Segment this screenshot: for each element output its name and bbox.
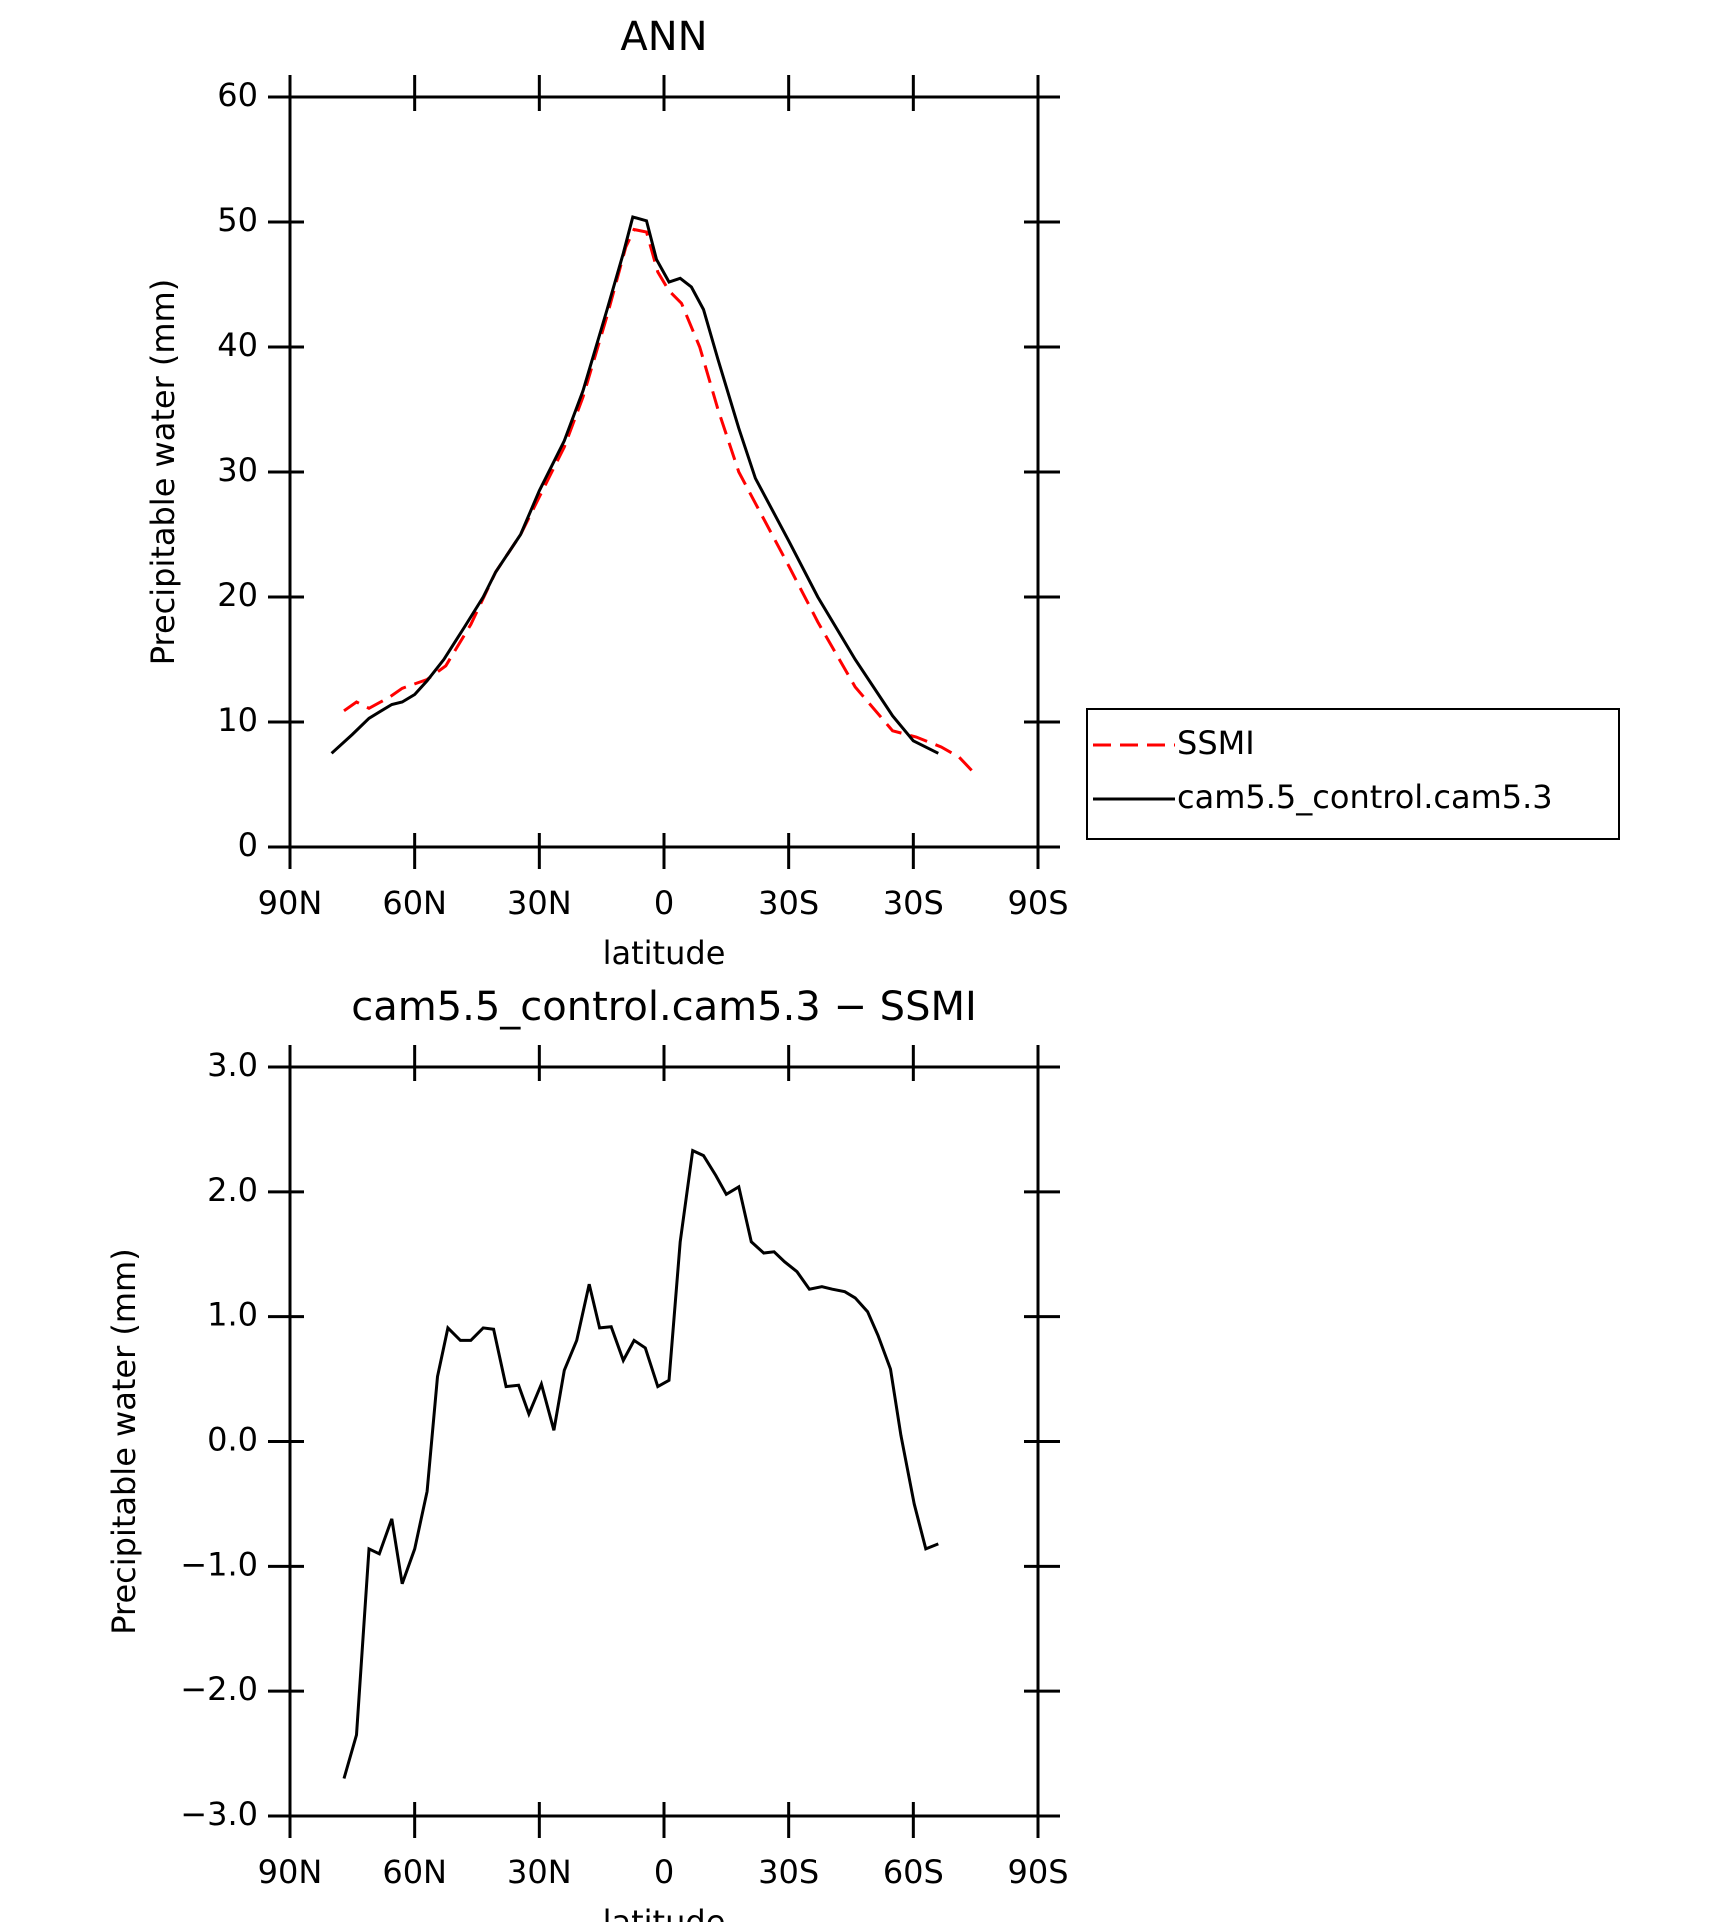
x-tick-label: 60N bbox=[382, 884, 447, 922]
data-line bbox=[343, 227, 975, 774]
x-tick-label: 90N bbox=[258, 884, 323, 922]
x-tick-label: 0 bbox=[654, 1853, 674, 1891]
plot-frame bbox=[288, 95, 1040, 849]
y-tick-label: 0.0 bbox=[207, 1421, 258, 1459]
data-line bbox=[330, 215, 939, 755]
x-tick-label: 0 bbox=[654, 884, 674, 922]
x-tick-label: 30S bbox=[758, 884, 819, 922]
legend-label: cam5.5_control.cam5.3 bbox=[1177, 778, 1553, 816]
x-axis-label: latitude bbox=[603, 934, 726, 972]
x-tick-label: 90N bbox=[258, 1853, 323, 1891]
y-tick-label: 60 bbox=[217, 76, 258, 114]
x-tick-label: 30S bbox=[758, 1853, 819, 1891]
y-tick-label: 30 bbox=[217, 451, 258, 489]
plot-frame bbox=[288, 1065, 1040, 1818]
y-tick-label: 20 bbox=[217, 576, 258, 614]
y-axis-label: Precipitable water (mm) bbox=[105, 1248, 143, 1634]
x-tick-label: 90S bbox=[1007, 884, 1068, 922]
legend-frame bbox=[1086, 708, 1620, 840]
x-tick-label: 60N bbox=[382, 1853, 447, 1891]
chart-title: cam5.5_control.cam5.3 − SSMI bbox=[351, 984, 977, 1030]
x-tick-label: 60S bbox=[883, 1853, 944, 1891]
y-tick-label: 0 bbox=[238, 826, 258, 864]
y-tick-label: 2.0 bbox=[207, 1171, 258, 1209]
y-tick-label: 1.0 bbox=[207, 1296, 258, 1334]
x-tick-label: 90S bbox=[1007, 1853, 1068, 1891]
x-axis-label: latitude bbox=[603, 1903, 726, 1922]
legend-label: SSMI bbox=[1177, 724, 1255, 762]
x-tick-label: 30N bbox=[507, 1853, 572, 1891]
y-tick-label: −1.0 bbox=[180, 1545, 258, 1583]
y-tick-label: 40 bbox=[217, 326, 258, 364]
y-axis-label: Precipitable water (mm) bbox=[144, 279, 182, 665]
chart-title: ANN bbox=[620, 14, 707, 60]
y-tick-label: 50 bbox=[217, 201, 258, 239]
x-tick-label: 30N bbox=[507, 884, 572, 922]
y-tick-label: 3.0 bbox=[207, 1046, 258, 1084]
data-line bbox=[342, 1148, 939, 1779]
x-tick-label: 30S bbox=[883, 884, 944, 922]
y-tick-label: −2.0 bbox=[180, 1670, 258, 1708]
y-tick-label: 10 bbox=[217, 701, 258, 739]
y-tick-label: −3.0 bbox=[180, 1795, 258, 1833]
